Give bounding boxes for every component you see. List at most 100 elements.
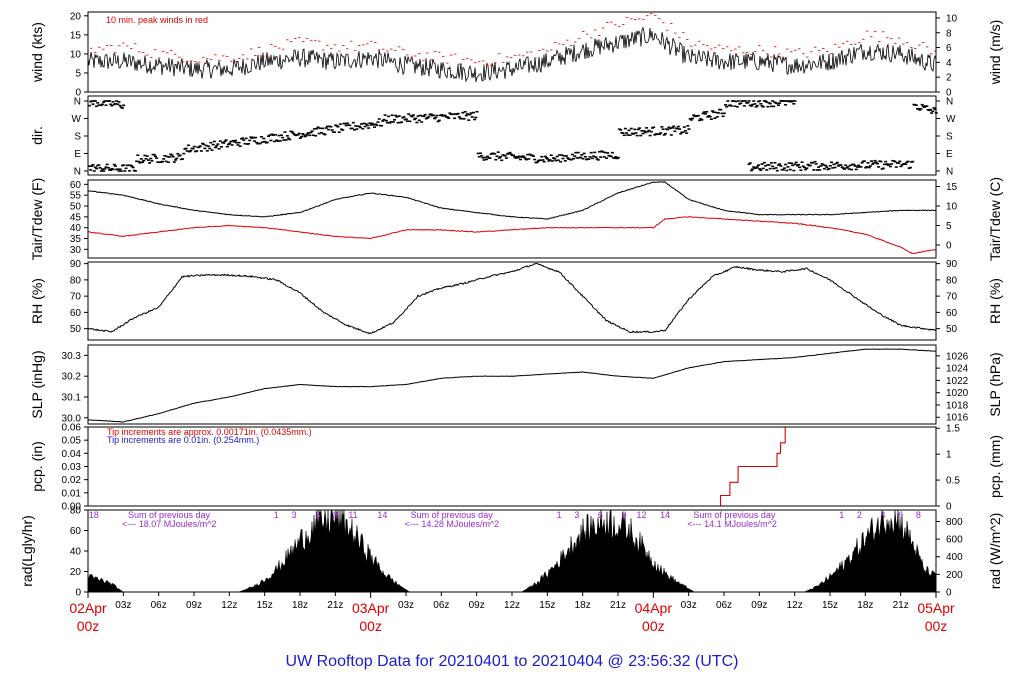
- rad-right-tick-label: 0: [946, 588, 952, 599]
- pcp-line: [88, 426, 936, 507]
- wind-panel: wind (kts) wind (m/s) 0 5 10 15 20 0 2 4 6 8 10 10 mi…: [29, 11, 1003, 98]
- slp-panel: SLP (inHg) SLP (hPa) 30.0 30.1 30.2 30.3 1016 1…: [29, 344, 1003, 425]
- rh-line-rh: [87, 262, 937, 335]
- temp-left-tick-label: 55: [70, 191, 82, 202]
- wind-left-tick-label: 15: [70, 30, 82, 41]
- pcp-left-tick-label: 0.04: [62, 449, 82, 460]
- slp-line-slp: [88, 348, 937, 423]
- dir-right-tick-label: N: [946, 167, 953, 178]
- rad-sum-value: <--- 18.07 MJoules/m^2: [122, 519, 217, 529]
- dir-left-tick-label: W: [72, 114, 82, 125]
- rad-left-tick-label: 40: [70, 547, 82, 558]
- rh-panel: RH (%) RH (%) 50 60 70 80 90 50 60 70 80 90: [29, 259, 1003, 341]
- rh-left-tick-label: 70: [70, 292, 82, 303]
- temp-left-tick-label: 45: [70, 212, 82, 223]
- rad-left-tick-label: 20: [70, 567, 82, 578]
- slp-ylabel-left: SLP (inHg): [29, 350, 45, 418]
- slp-right-tick-label: 1016: [946, 413, 969, 424]
- temp-left-tick-label: 40: [70, 223, 82, 234]
- rad-hour-mark: 8: [916, 510, 921, 520]
- hour-tick-label: 06z: [433, 600, 449, 611]
- hour-tick-label: 09z: [186, 600, 202, 611]
- rad-sum-label: Sum of previous day: [693, 510, 776, 520]
- pcp-left-tick-label: 0.03: [62, 462, 82, 473]
- temp-left-tick-label: 35: [70, 234, 82, 245]
- day-label: 04Apr: [635, 600, 673, 616]
- hour-tick-label: 09z: [469, 600, 485, 611]
- hour-tick-label: 12z: [787, 600, 803, 611]
- hour-tick-label: 15z: [539, 600, 555, 611]
- slp-ylabel-right: SLP (hPa): [987, 352, 1003, 416]
- hour-tick-label: 18z: [575, 600, 591, 611]
- rh-right-tick-label: 80: [946, 275, 958, 286]
- rh-left-tick-label: 80: [70, 275, 82, 286]
- rad-hour-mark: 1: [557, 510, 562, 520]
- rad-hour-mark: 6: [598, 510, 603, 520]
- rad-right-tick-label: 200: [946, 570, 963, 581]
- wind-right-tick-label: 4: [946, 58, 952, 69]
- rad-hour-mark: 2: [857, 510, 862, 520]
- hour-tick-label: 03z: [115, 600, 131, 611]
- rad-left-tick-label: 60: [70, 526, 82, 537]
- day-label-hour: 00z: [77, 618, 100, 634]
- rad-left-tick-label: 80: [70, 506, 82, 517]
- temp-right-tick-label: 5: [946, 221, 952, 232]
- rh-ylabel-left: RH (%): [29, 278, 45, 324]
- rh-left-tick-label: 90: [70, 259, 82, 270]
- temp-line-tair: [88, 181, 937, 220]
- wind-ylabel-right: wind (m/s): [987, 20, 1003, 86]
- rad-sum-label: Sum of previous day: [411, 510, 494, 520]
- day-label: 05Apr: [917, 600, 955, 616]
- temp-right-tick-label: 0: [946, 241, 952, 252]
- rad-hour-mark: 5: [315, 510, 320, 520]
- rad-hour-mark: 3: [574, 510, 579, 520]
- time-axis: 03z 06z 09z 12z 15z 18z 21z 03z 06z 09z 12z 15z 18z 2…: [69, 592, 955, 634]
- rad-ylabel-left: rad(Lgly/hr): [19, 515, 35, 587]
- slp-right-tick-label: 1018: [946, 400, 969, 411]
- rad-left-tick-label: 0: [75, 588, 81, 599]
- pcp-left-tick-label: 0.06: [62, 423, 82, 434]
- rh-ylabel-right: RH (%): [987, 278, 1003, 324]
- day-label-hour: 00z: [359, 618, 382, 634]
- rad-hour-mark: 9: [621, 510, 626, 520]
- day-label: 02Apr: [69, 600, 107, 616]
- hour-tick-label: 06z: [716, 600, 732, 611]
- temp-ylabel-right: Tair/Tdew (C): [987, 177, 1003, 261]
- wind-right-tick-label: 10: [946, 13, 958, 24]
- temp-left-tick-label: 50: [70, 202, 82, 213]
- pcp-annotation-blue: Tip increments are 0.01in. (0.254mm.): [107, 435, 259, 445]
- hour-tick-label: 18z: [292, 600, 308, 611]
- pcp-right-tick-label: 1: [946, 450, 952, 461]
- dir-right-tick-label: E: [946, 149, 953, 160]
- rad-hour-mark: 4: [880, 510, 885, 520]
- rad-hour-mark: 1: [274, 510, 279, 520]
- slp-right-tick-label: 1020: [946, 388, 969, 399]
- rad-sum-label: Sum of previous day: [128, 510, 211, 520]
- wind-right-tick-label: 0: [946, 88, 952, 99]
- hour-tick-label: 03z: [398, 600, 414, 611]
- wind-right-tick-label: 2: [946, 73, 952, 84]
- rad-hour-mark: 14: [377, 510, 387, 520]
- hour-tick-label: 06z: [151, 600, 167, 611]
- rad-right-tick-label: 400: [946, 552, 963, 563]
- wind-frame: [87, 11, 937, 93]
- hour-tick-label: 03z: [681, 600, 697, 611]
- hour-tick-label: 21z: [327, 600, 343, 611]
- temp-right-tick-label: 10: [946, 202, 958, 213]
- dir-left-tick-label: N: [74, 97, 81, 108]
- wind-right-tick-label: 8: [946, 28, 952, 39]
- hour-tick-label: 21z: [610, 600, 626, 611]
- pcp-left-tick-label: 0.01: [62, 488, 82, 499]
- wind-left-tick-label: 20: [70, 11, 82, 22]
- temp-panel: Tair/Tdew (F) Tair/Tdew (C)30354045505560…: [29, 177, 1003, 261]
- hour-tick-label: 09z: [751, 600, 767, 611]
- day-label: 03Apr: [352, 600, 390, 616]
- rad-hour-mark: 3: [292, 510, 297, 520]
- wind-left-tick-label: 10: [70, 49, 82, 60]
- pcp-left-tick-label: 0.02: [62, 475, 82, 486]
- wind-speed-line: [87, 26, 937, 83]
- wind-right-tick-label: 6: [946, 43, 952, 54]
- hour-tick-label: 15z: [822, 600, 838, 611]
- temp-ylabel-left: Tair/Tdew (F): [29, 178, 45, 260]
- slp-right-tick-label: 1022: [946, 376, 969, 387]
